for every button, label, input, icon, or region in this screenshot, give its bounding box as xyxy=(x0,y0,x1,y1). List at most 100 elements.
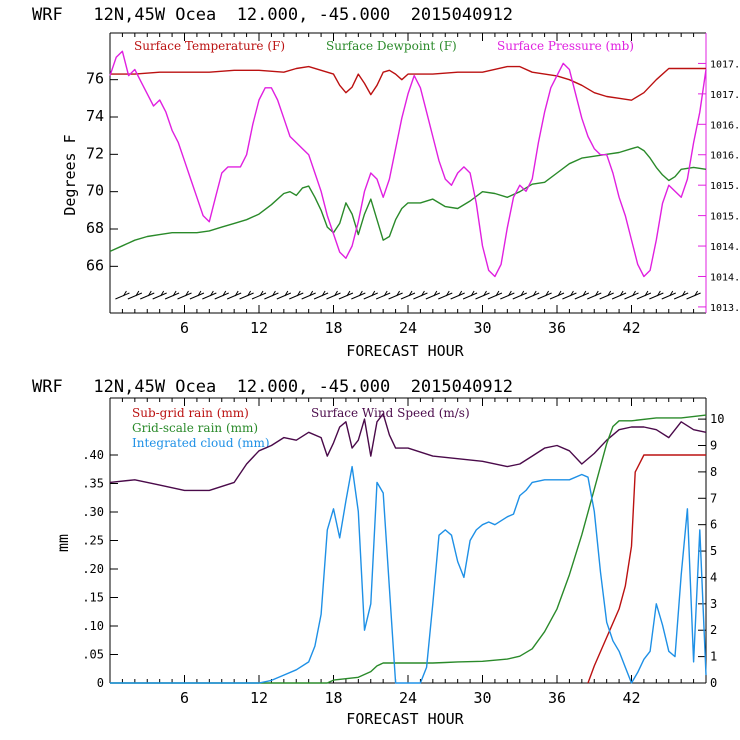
wind-barb xyxy=(599,292,614,300)
y2-tick-label: 9 xyxy=(710,439,717,453)
x-tick-label: 24 xyxy=(399,689,417,707)
y-tick-label: 68 xyxy=(86,219,104,237)
legend-subgrid-rain: Sub-grid rain (mm) xyxy=(132,406,249,420)
y2-tick-label: 8 xyxy=(710,465,717,479)
panel1-y-axis-label: Degrees F xyxy=(61,134,79,215)
wind-barb xyxy=(649,292,664,300)
legend-grid-scale-rain: Grid-scale rain (mm) xyxy=(132,421,258,435)
wind-barb xyxy=(462,292,478,300)
wind-barb-flag xyxy=(234,290,239,297)
wind-barb xyxy=(202,292,217,300)
y2-tick-label: 6 xyxy=(710,518,717,532)
wind-barb xyxy=(140,292,155,300)
y2-tick-label: 1013.5 xyxy=(710,303,740,314)
x-tick-label: 36 xyxy=(548,319,566,337)
wind-barb xyxy=(450,292,465,300)
legend-surface-wind-speed: Surface Wind Speed (m/s) xyxy=(311,406,470,420)
y2-tick-label: 7 xyxy=(710,491,717,505)
wind-barb xyxy=(475,292,490,300)
wind-barb-flag xyxy=(284,290,289,297)
wind-barb-flag xyxy=(445,290,450,297)
wind-barb xyxy=(289,292,304,300)
wind-barb xyxy=(587,292,602,300)
y2-tick-label: 1014.0 xyxy=(710,272,740,283)
x-tick-label: 36 xyxy=(548,689,566,707)
wind-barb xyxy=(115,292,130,300)
wind-barb-flag xyxy=(172,290,177,297)
wind-barb xyxy=(673,292,689,300)
y-tick-label: .30 xyxy=(82,505,104,519)
x-tick-label: 30 xyxy=(473,319,491,337)
wind-barb xyxy=(636,292,652,300)
wind-barb-flag xyxy=(656,290,661,297)
wind-barb xyxy=(611,292,627,300)
x-tick-label: 42 xyxy=(622,689,640,707)
wind-barb-flag xyxy=(122,290,127,297)
x-tick-label: 18 xyxy=(324,319,342,337)
y-tick-label: .20 xyxy=(82,562,104,576)
wind-barb xyxy=(388,292,403,300)
y-tick-label: .15 xyxy=(82,591,104,605)
wind-barb xyxy=(400,292,416,300)
series-line-integrated-cloud xyxy=(110,465,707,684)
y2-tick-label: 10 xyxy=(710,412,724,426)
y-tick-label: .10 xyxy=(82,619,104,633)
wind-barb-flag xyxy=(420,290,425,297)
wind-barb xyxy=(127,292,143,300)
y-tick-label: .35 xyxy=(82,477,104,491)
wind-barb-flag xyxy=(185,290,189,297)
y2-tick-label: 2 xyxy=(710,623,717,637)
wind-barb-flag xyxy=(222,290,227,297)
y-tick-label: 70 xyxy=(86,182,104,200)
wind-barb-flag xyxy=(632,290,636,297)
wind-barb-flag xyxy=(483,290,487,297)
y2-tick-label: 4 xyxy=(710,570,717,584)
y2-tick-label: 1016.5 xyxy=(710,120,740,131)
y2-tick-label: 1017.0 xyxy=(710,90,740,101)
wind-barb xyxy=(351,292,366,300)
wind-barb-flag xyxy=(271,290,276,297)
wind-barb xyxy=(661,292,676,300)
wind-barb xyxy=(363,292,378,300)
legend-surface-temperature: Surface Temperature (F) xyxy=(134,39,285,53)
wind-barb xyxy=(562,292,577,300)
wind-barb xyxy=(251,292,267,300)
wind-barb-flag xyxy=(619,290,624,297)
series-line-surface-pressure xyxy=(109,50,707,278)
panel2-header: WRF 12N,45W Ocea 12.000, -45.000 2015040… xyxy=(32,377,513,397)
y2-tick-label: 1 xyxy=(710,650,717,664)
legend-surface-dewpoint: Surface Dewpoint (F) xyxy=(326,39,457,53)
wind-barb-flag xyxy=(334,290,338,297)
wind-barb-flag xyxy=(408,290,413,297)
wind-barb-flag xyxy=(433,290,438,297)
wind-barb xyxy=(226,292,242,300)
wind-barb-flag xyxy=(383,290,388,297)
panel2-y-axis-label: mm xyxy=(54,534,72,552)
y2-tick-label: 1017.5 xyxy=(710,59,740,70)
wind-barb xyxy=(524,292,540,300)
wind-barb-flag xyxy=(396,290,401,297)
wind-barb xyxy=(574,292,590,300)
wind-barb xyxy=(313,292,329,300)
wind-barb xyxy=(239,292,254,300)
wind-barb-flag xyxy=(694,290,699,297)
wind-barb xyxy=(301,292,316,300)
wind-barb-flag xyxy=(135,290,140,297)
wind-barb-flag xyxy=(520,290,525,297)
wind-barb xyxy=(276,292,292,300)
wind-barb-flag xyxy=(507,290,512,297)
x-tick-label: 24 xyxy=(399,319,417,337)
wind-barb xyxy=(326,292,341,300)
y2-tick-label: 1015.5 xyxy=(710,181,740,192)
wind-barb-flag xyxy=(582,290,587,297)
wind-barb xyxy=(549,292,565,300)
wind-barb-flag xyxy=(532,290,537,297)
wind-barb xyxy=(375,292,391,300)
wind-barb-flag xyxy=(569,290,574,297)
wind-barb xyxy=(686,292,701,300)
x-tick-label: 6 xyxy=(180,319,189,337)
series-line-surface-wind-speed xyxy=(109,413,707,492)
series-line-sub-grid-rain xyxy=(587,454,706,684)
y2-tick-label: 1015.0 xyxy=(710,212,740,223)
